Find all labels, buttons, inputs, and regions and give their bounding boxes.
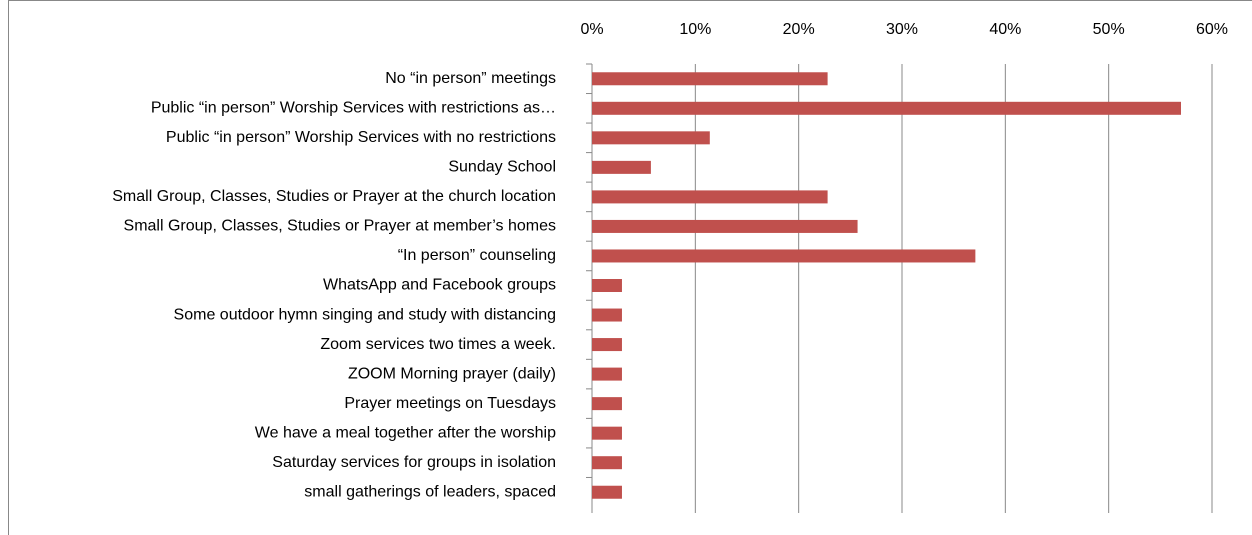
bar: [592, 485, 622, 499]
x-tick-label: 0%: [580, 21, 603, 38]
bar: [592, 72, 828, 86]
bar: [592, 308, 622, 322]
x-tick-label: 40%: [989, 21, 1021, 38]
x-tick-label: 60%: [1196, 21, 1228, 38]
y-tick-label: Small Group, Classes, Studies or Prayer …: [124, 218, 556, 235]
y-tick-label: Some outdoor hymn singing and study with…: [174, 306, 556, 323]
bar: [592, 279, 622, 292]
bar: [592, 219, 858, 233]
bar: [592, 131, 710, 145]
y-tick-label: Small Group, Classes, Studies or Prayer …: [112, 188, 556, 205]
y-tick-label: No “in person” meetings: [385, 70, 556, 87]
bar: [592, 338, 622, 352]
x-tick-label: 30%: [886, 21, 918, 38]
x-tick-label: 50%: [1093, 21, 1125, 38]
y-tick-label: We have a meal together after the worshi…: [255, 424, 556, 441]
bar: [592, 249, 976, 263]
y-tick-label: ZOOM Morning prayer (daily): [348, 365, 556, 382]
y-tick-label: WhatsApp and Facebook groups: [323, 277, 556, 294]
x-tick-label: 10%: [679, 21, 711, 38]
bar: [592, 190, 828, 204]
bar: [592, 160, 651, 174]
y-tick-label: Sunday School: [448, 159, 556, 176]
x-tick-label: 20%: [783, 21, 815, 38]
bar: [592, 397, 622, 411]
y-tick-label: Saturday services for groups in isolatio…: [272, 454, 556, 471]
y-tick-label: Prayer meetings on Tuesdays: [344, 395, 556, 412]
bar: [592, 456, 622, 470]
y-tick-label: Zoom services two times a week.: [320, 336, 556, 353]
bar: [592, 101, 1181, 115]
y-tick-label: Public “in person” Worship Services with…: [151, 100, 556, 117]
y-tick-label: small gatherings of leaders, spaced: [304, 483, 556, 500]
bar: [592, 426, 622, 440]
bar: [592, 367, 622, 381]
y-tick-label: Public “in person” Worship Services with…: [166, 129, 556, 146]
y-tick-label: “In person” counseling: [398, 247, 556, 264]
